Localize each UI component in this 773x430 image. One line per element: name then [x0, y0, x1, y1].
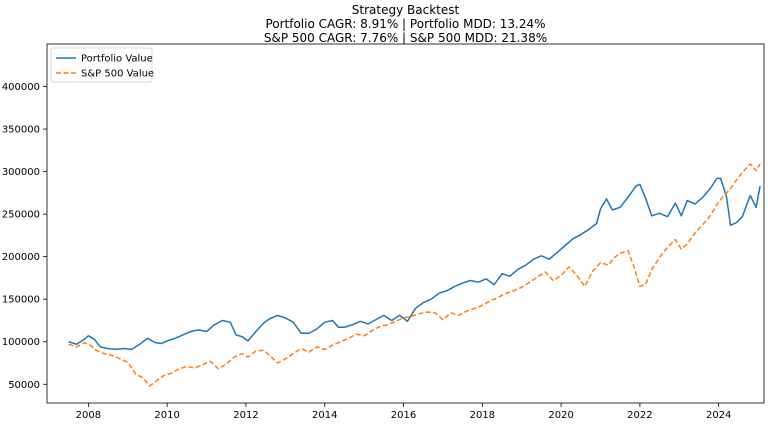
- x-tick-label: 2010: [154, 410, 179, 421]
- x-tick-label: 2016: [391, 410, 416, 421]
- y-tick-label: 350000: [2, 125, 40, 136]
- x-tick-label: 2012: [233, 410, 258, 421]
- y-tick-label: 200000: [2, 252, 40, 263]
- y-tick-label: 100000: [2, 337, 40, 348]
- y-tick-label: 300000: [2, 167, 40, 178]
- series-line-portfolio: [68, 177, 761, 351]
- x-tick-label: 2022: [627, 410, 652, 421]
- y-tick-label: 50000: [8, 380, 40, 391]
- series-layer: [68, 163, 761, 387]
- legend: Portfolio Value S&P 500 Value: [50, 47, 154, 83]
- x-tick-label: 2018: [470, 410, 495, 421]
- chart-title: Strategy Backtest: [351, 3, 460, 17]
- series-line-sp500: [68, 163, 761, 387]
- plot-area: [47, 44, 764, 403]
- chart-subtitle-line-2: S&P 500 CAGR: 7.76% | S&P 500 MDD: 21.38…: [263, 31, 548, 45]
- x-tick-label: 2014: [312, 410, 337, 421]
- x-tick-label: 2020: [548, 410, 573, 421]
- chart-subtitle-line-1: Portfolio CAGR: 8.91% | Portfolio MDD: 1…: [265, 17, 546, 31]
- x-tick-label: 2008: [76, 410, 101, 421]
- legend-label-sp500: S&P 500 Value: [81, 69, 154, 80]
- y-tick-label: 150000: [2, 295, 40, 306]
- axis-layer: 2008 2010 2012 2014 2016 2018 2020 2022 2024 5000…: [2, 82, 732, 421]
- plot-frame: [46, 43, 765, 404]
- y-tick-label: 400000: [2, 82, 40, 93]
- y-tick-label: 250000: [2, 210, 40, 221]
- legend-label-portfolio: Portfolio Value: [81, 54, 153, 65]
- x-tick-label: 2024: [706, 410, 731, 421]
- legend-box: [50, 47, 153, 83]
